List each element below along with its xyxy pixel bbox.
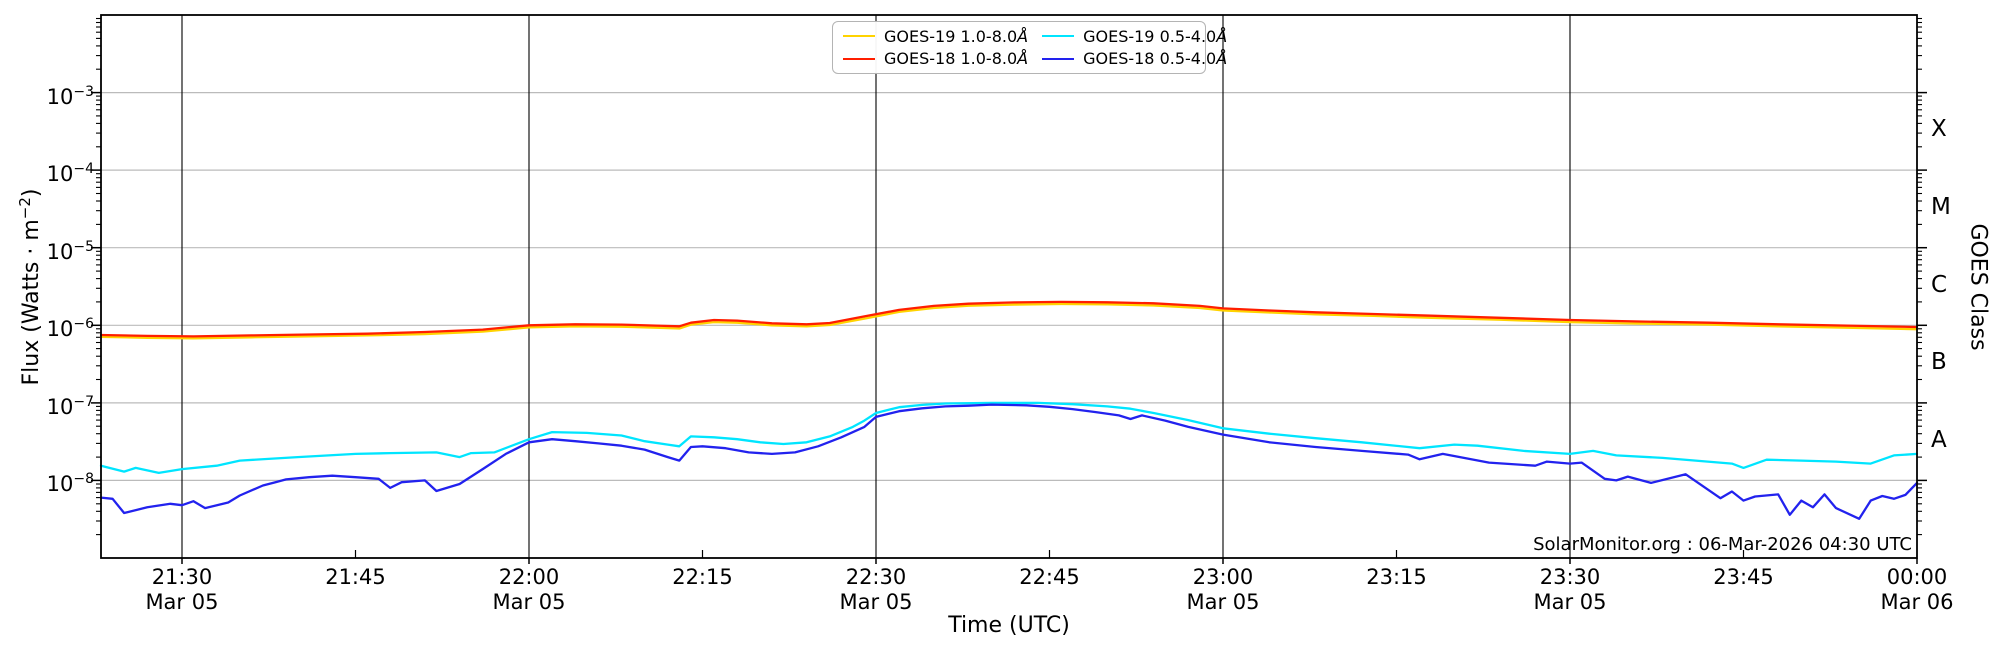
y-tick-label-1e-4: 10−4 (46, 161, 94, 187)
goes-class-label-m: M (1931, 193, 1951, 220)
x-tick-label-2245: 22:45 (1019, 565, 1080, 589)
y-tick-label-1e-7: 10−7 (46, 393, 94, 419)
angstrom-symbol: Å (1216, 26, 1228, 46)
series-line-goes19-long (99, 302, 1919, 340)
angstrom-symbol: Å (1017, 26, 1029, 46)
legend-label-goes18-long: GOES-18 1.0-8.0Å (884, 49, 1029, 69)
angstrom-symbol: Å (1216, 49, 1228, 69)
x-tick-label-2230: 22:30 (845, 565, 907, 589)
x-tick-label-2130: 21:30 (151, 565, 213, 589)
series-line-goes19-short (99, 401, 1919, 475)
x-date-label-2330: Mar 05 (1533, 590, 1607, 614)
legend-line-sample-goes19-long (843, 35, 875, 38)
legend-item-goes18-short: GOES-18 0.5-4.0Å (1042, 48, 1227, 71)
source-annotation: SolarMonitor.org : 06-Mar-2026 04:30 UTC (1533, 534, 1912, 555)
goes-class-label-c: C (1931, 271, 1948, 298)
x-tick-label-2330: 23:30 (1539, 565, 1601, 589)
goes-class-label-a: A (1931, 426, 1947, 453)
y-axis-title: Flux (Watts · m−2) (16, 189, 44, 386)
legend-line-sample-goes18-long (843, 57, 875, 60)
series-line-goes18-long (99, 300, 1919, 338)
y-tick-label-1e-8: 10−8 (46, 471, 94, 497)
x-tick-label-2300: 23:00 (1192, 565, 1254, 589)
angstrom-symbol: Å (1017, 49, 1029, 69)
legend-label-goes18-short: GOES-18 0.5-4.0Å (1083, 49, 1228, 69)
x-tick-label-2315: 23:15 (1366, 565, 1427, 589)
legend-label-goes19-long: GOES-19 1.0-8.0Å (884, 26, 1029, 46)
legend-label-goes19-short: GOES-19 0.5-4.0Å (1083, 26, 1228, 46)
x-date-label-2230: Mar 05 (839, 590, 913, 614)
x-tick-label-2215: 22:15 (672, 565, 733, 589)
series-line-goes18-short (99, 403, 1919, 520)
x-tick-label-2200: 22:00 (498, 565, 560, 589)
y-axis-title-text: Flux (Watts · m (19, 219, 45, 386)
y-tick-label-1e-6: 10−6 (46, 316, 94, 342)
y-axis-title-close: ) (19, 188, 45, 198)
x-date-label-2200: Mar 05 (492, 590, 566, 614)
x-date-label-2130: Mar 05 (145, 590, 219, 614)
x-tick-label-2345: 23:45 (1713, 565, 1774, 589)
x-tick-label-2145: 21:45 (325, 565, 386, 589)
goes-class-label-x: X (1931, 116, 1947, 143)
x-date-label-0000: Mar 06 (1880, 590, 1954, 614)
plot-frame (100, 14, 1918, 559)
right-axis-title: GOES Class (1965, 223, 1991, 351)
legend: GOES-19 1.0-8.0Å GOES-18 1.0-8.0Å GOES-19 … (832, 21, 1227, 74)
goes-class-label-b: B (1931, 349, 1947, 376)
legend-line-sample-goes18-short (1042, 57, 1075, 60)
legend-item-goes19-long: GOES-19 1.0-8.0Å (843, 25, 1028, 48)
y-tick-label-1e-3: 10−3 (46, 83, 94, 109)
y-axis-title-exponent: −2 (15, 197, 34, 220)
y-tick-label-1e-5: 10−5 (46, 238, 94, 264)
legend-item-goes19-short: GOES-19 0.5-4.0Å (1042, 25, 1227, 48)
legend-line-sample-goes19-short (1042, 35, 1075, 38)
x-axis-title: Time (UTC) (948, 613, 1070, 638)
x-tick-label-0000: 00:00 (1886, 565, 1948, 589)
x-date-label-2300: Mar 05 (1186, 590, 1260, 614)
legend-item-goes18-long: GOES-18 1.0-8.0Å (843, 48, 1028, 71)
